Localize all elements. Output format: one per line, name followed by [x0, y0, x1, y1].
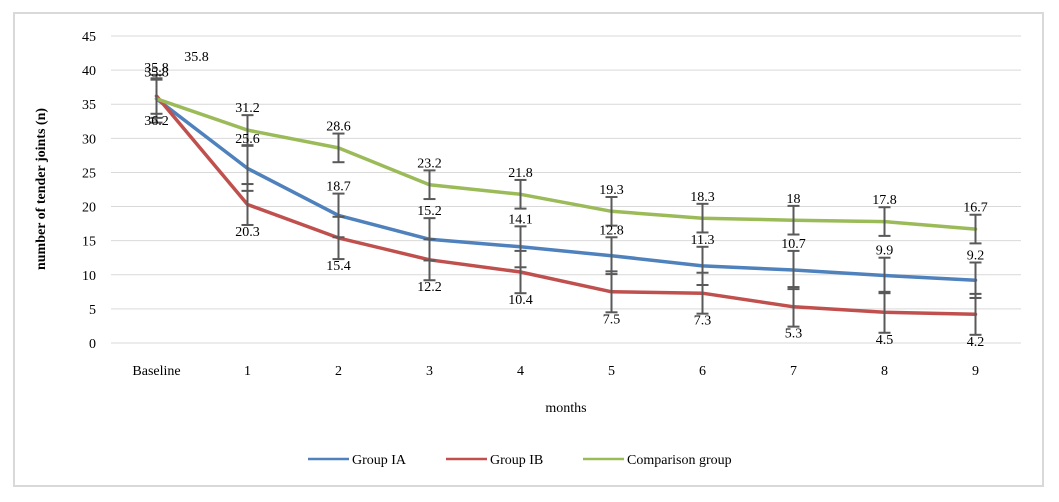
series-lines [154, 94, 978, 317]
error-bar [514, 178, 527, 210]
data-label: 15.2 [417, 204, 442, 219]
x-tick-label: 2 [335, 364, 342, 379]
y-tick-label: 15 [82, 235, 96, 250]
x-tick-label: 8 [881, 364, 888, 379]
error-bar [514, 249, 527, 295]
legend-label: Group IA [352, 453, 407, 468]
legend-label: Comparison group [627, 453, 732, 468]
x-tick-label: 9 [972, 364, 979, 379]
error-bar [696, 202, 709, 234]
legend: Group IA Group IB Comparison group [308, 453, 732, 468]
x-tick-labels: Baseline 1 2 3 4 5 6 7 8 9 [132, 364, 979, 379]
error-bars [150, 73, 982, 336]
data-label: 23.2 [417, 156, 442, 171]
data-label: 18 [787, 192, 801, 207]
y-tick-label: 25 [82, 166, 96, 181]
error-bar [696, 271, 709, 315]
y-tick-label: 35 [82, 98, 96, 113]
series-line-comparison-group [154, 97, 978, 231]
data-label: 4.5 [876, 333, 894, 348]
data-label: 9.2 [967, 248, 985, 263]
y-tick-label: 40 [82, 64, 96, 79]
data-label: 9.9 [876, 244, 894, 259]
chart-frame [13, 12, 1044, 487]
data-label: 35.8 [144, 66, 169, 81]
data-label: 11.3 [691, 233, 715, 248]
data-label: 17.8 [872, 193, 897, 208]
error-bar [878, 206, 891, 237]
data-label: 5.3 [785, 327, 803, 342]
data-label: 25.6 [235, 132, 260, 147]
x-tick-label: 4 [517, 364, 524, 379]
error-bar [605, 270, 618, 314]
legend-item: Group IA [308, 453, 407, 468]
data-label: 15.4 [326, 259, 351, 274]
data-label: 14.1 [508, 212, 533, 227]
legend-item: Comparison group [583, 453, 732, 468]
y-tick-label: 20 [82, 201, 96, 216]
data-labels: 35.8 25.6 18.7 15.2 14.1 12.8 11.3 10.7 9.9 9.2 36… [144, 50, 988, 350]
data-label: 35.8 [144, 61, 169, 76]
error-bar [150, 78, 163, 119]
series-line-group-ia [154, 97, 978, 282]
x-tick-label: 6 [699, 364, 706, 379]
data-label: 12.8 [599, 223, 624, 238]
x-tick-label: 5 [608, 364, 615, 379]
data-label: 4.2 [967, 335, 985, 350]
data-label: 7.5 [603, 312, 621, 327]
legend-label: Group IB [490, 453, 543, 468]
x-tick-label: Baseline [132, 364, 180, 379]
data-label: 36.2 [144, 114, 169, 129]
error-bar [241, 114, 254, 147]
error-bar [423, 169, 436, 201]
data-label: 7.3 [694, 314, 712, 329]
error-bar [332, 132, 345, 164]
data-label: 18.3 [690, 190, 715, 205]
error-bar [787, 286, 800, 328]
error-bar [605, 196, 618, 227]
data-label: 21.8 [508, 166, 533, 181]
data-label: 18.7 [326, 180, 351, 195]
error-bar [878, 290, 891, 334]
data-label: 28.6 [326, 120, 351, 135]
y-tick-labels: 0 5 10 15 20 25 30 35 40 45 [82, 30, 96, 352]
data-label: 16.7 [963, 201, 988, 216]
error-bar [787, 204, 800, 236]
data-label: 10.4 [508, 293, 533, 308]
series-line-group-ib [154, 94, 978, 317]
error-bar [241, 183, 254, 226]
y-tick-label: 5 [89, 303, 96, 318]
x-tick-label: 3 [426, 364, 433, 379]
data-label: 12.2 [417, 280, 442, 295]
legend-item: Group IB [446, 453, 543, 468]
data-label: 19.3 [599, 183, 624, 198]
data-label: 31.2 [235, 101, 260, 116]
data-label-annotation: 35.8 [184, 50, 209, 65]
error-bar [969, 213, 982, 245]
y-tick-label: 45 [82, 30, 96, 45]
data-label: 10.7 [781, 237, 806, 252]
y-axis-title: number of tender joints (n) [34, 108, 49, 270]
error-bar [969, 292, 982, 336]
y-tick-label: 0 [89, 337, 96, 352]
error-bar [332, 215, 345, 261]
data-label: 20.3 [235, 225, 260, 240]
y-tick-label: 30 [82, 132, 96, 147]
error-bar [423, 238, 436, 282]
gridlines [111, 35, 1021, 344]
x-tick-label: 1 [244, 364, 251, 379]
y-tick-label: 10 [82, 269, 96, 284]
x-tick-label: 7 [790, 364, 797, 379]
x-axis-title: months [545, 401, 586, 416]
